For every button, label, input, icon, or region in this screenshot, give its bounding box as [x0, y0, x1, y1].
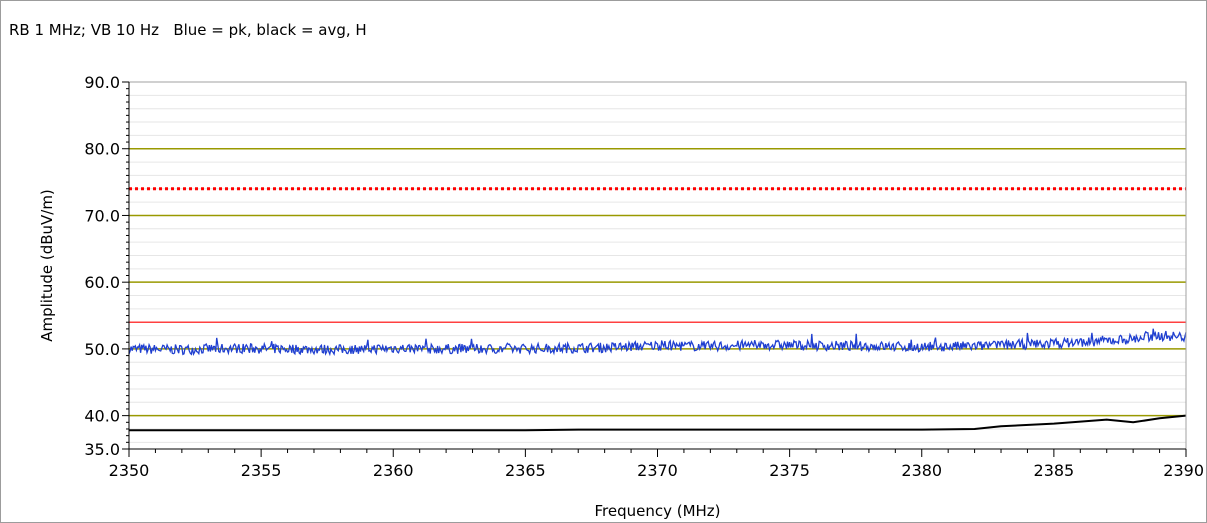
- limit-lines: [129, 187, 1186, 323]
- y-tick-label: 35.0: [84, 440, 120, 459]
- minor-gridlines: [129, 94, 1186, 443]
- y-tick-label: 50.0: [84, 340, 120, 359]
- x-tick-label: 2365: [505, 461, 546, 480]
- plot-area-border: [128, 81, 1187, 450]
- y-axis-title: Amplitude (dBuV/m): [38, 189, 56, 342]
- series-group: [128, 328, 1187, 432]
- x-tick-label: 2390: [1163, 461, 1204, 480]
- x-tick-label: 2360: [373, 461, 414, 480]
- y-tick-label: 80.0: [84, 140, 120, 159]
- y-tick-label: 90.0: [84, 73, 120, 92]
- x-tick-label: 2370: [637, 461, 678, 480]
- x-axis-title: Frequency (MHz): [594, 502, 720, 520]
- y-axis-ticks: 35.0 40.0 50.0 60.0 70.0 80.0 90.0: [84, 73, 129, 459]
- series-peak-trace: [128, 328, 1187, 357]
- x-tick-label: 2380: [901, 461, 942, 480]
- x-tick-label: 2385: [1034, 461, 1075, 480]
- y-tick-label: 60.0: [84, 273, 120, 292]
- x-tick-label: 2355: [241, 461, 282, 480]
- y-tick-label: 70.0: [84, 206, 120, 225]
- chart-caption: RB 1 MHz; VB 10 Hz Blue = pk, black = av…: [9, 21, 367, 39]
- axes: [128, 82, 1186, 450]
- major-gridlines: [129, 147, 1186, 417]
- x-tick-label: 2375: [769, 461, 810, 480]
- series-average-trace: [129, 414, 1187, 432]
- x-axis-ticks: 2350 2355 2360 2365 2370 2375 2380 2385 2390: [109, 449, 1204, 480]
- y-tick-label: 40.0: [84, 407, 120, 426]
- x-tick-label: 2350: [109, 461, 150, 480]
